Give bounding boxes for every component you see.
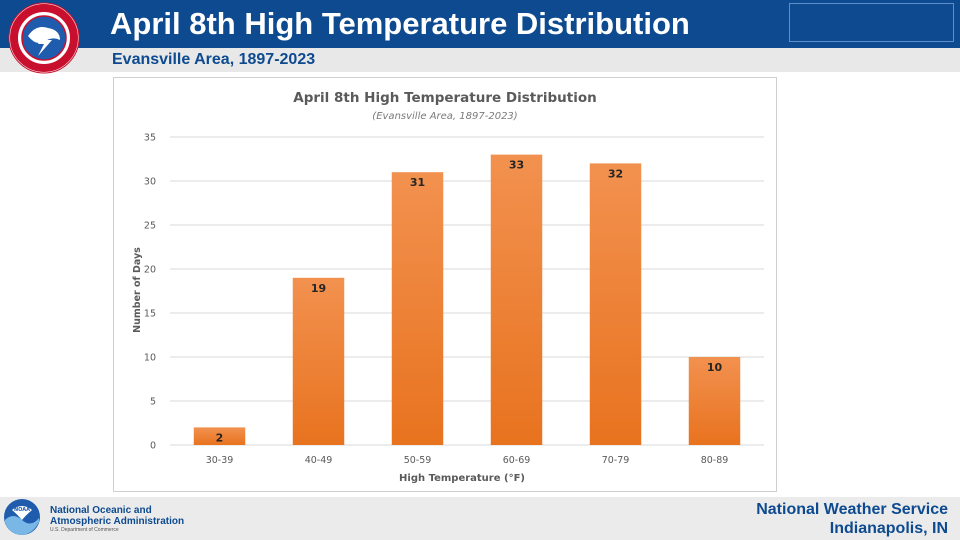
bar-70-79 [589, 163, 642, 445]
chart-subtitle: (Evansville Area, 1897-2023) [372, 111, 517, 122]
y-tick-label: 15 [144, 309, 156, 320]
bars [193, 154, 741, 445]
subtitle-bar: Evansville Area, 1897-2023 [0, 48, 960, 72]
page-subtitle: Evansville Area, 1897-2023 [112, 51, 316, 68]
bar-chart: April 8th High Temperature Distribution … [132, 90, 764, 484]
data-label-50-59: 31 [410, 176, 425, 189]
y-tick-label: 10 [144, 353, 156, 364]
y-tick-label: 20 [144, 265, 156, 276]
noaa-logo: NOAA [4, 499, 40, 535]
x-tick-label: 60-69 [503, 455, 531, 466]
page-title: April 8th High Temperature Distribution [110, 6, 690, 41]
data-label-30-39: 2 [216, 431, 224, 444]
office-location: Indianapolis, IN [829, 520, 948, 537]
bar-80-89 [688, 357, 741, 445]
noaa-name-line1: National Oceanic and [50, 505, 152, 516]
gridlines [170, 136, 764, 446]
noaa-name-line2: Atmospheric Administration [50, 516, 185, 527]
x-tick-label: 80-89 [701, 455, 729, 466]
bar-40-49 [292, 277, 345, 445]
chart-frame: April 8th High Temperature Distribution … [113, 77, 777, 492]
header-bar: April 8th High Temperature Distribution [0, 0, 960, 48]
x-tick-label: 50-59 [404, 455, 432, 466]
data-label-40-49: 19 [311, 282, 326, 295]
y-tick-label: 0 [150, 441, 156, 452]
x-axis-ticks: 30-39 40-49 50-59 60-69 70-79 80-89 [206, 455, 729, 466]
x-tick-label: 70-79 [602, 455, 630, 466]
y-tick-label: 5 [150, 397, 156, 408]
chart-title: April 8th High Temperature Distribution [293, 90, 596, 106]
nws-logo [8, 2, 80, 74]
x-tick-label: 40-49 [305, 455, 333, 466]
data-label-60-69: 33 [509, 159, 524, 172]
bar-60-69 [490, 154, 543, 445]
header-blank-box [789, 3, 954, 42]
data-label-70-79: 32 [608, 167, 623, 180]
x-axis-label: High Temperature (°F) [399, 473, 525, 484]
bar-30-39 [193, 427, 246, 445]
bar-50-59 [391, 172, 444, 445]
data-label-80-89: 10 [707, 361, 723, 374]
y-axis-ticks: 0 5 10 15 20 25 30 35 [144, 133, 156, 452]
y-axis-label: Number of Days [132, 247, 143, 333]
office-name: National Weather Service [756, 501, 948, 518]
footer-bar: NOAA National Oceanic and Atmospheric Ad… [0, 497, 960, 540]
noaa-department: U.S. Department of Commerce [50, 527, 119, 533]
svg-text:NOAA: NOAA [14, 507, 30, 513]
y-tick-label: 35 [144, 133, 156, 144]
y-tick-label: 30 [144, 177, 156, 188]
data-labels: 2 19 31 33 32 10 [216, 159, 723, 445]
x-tick-label: 30-39 [206, 455, 234, 466]
y-tick-label: 25 [144, 221, 156, 232]
